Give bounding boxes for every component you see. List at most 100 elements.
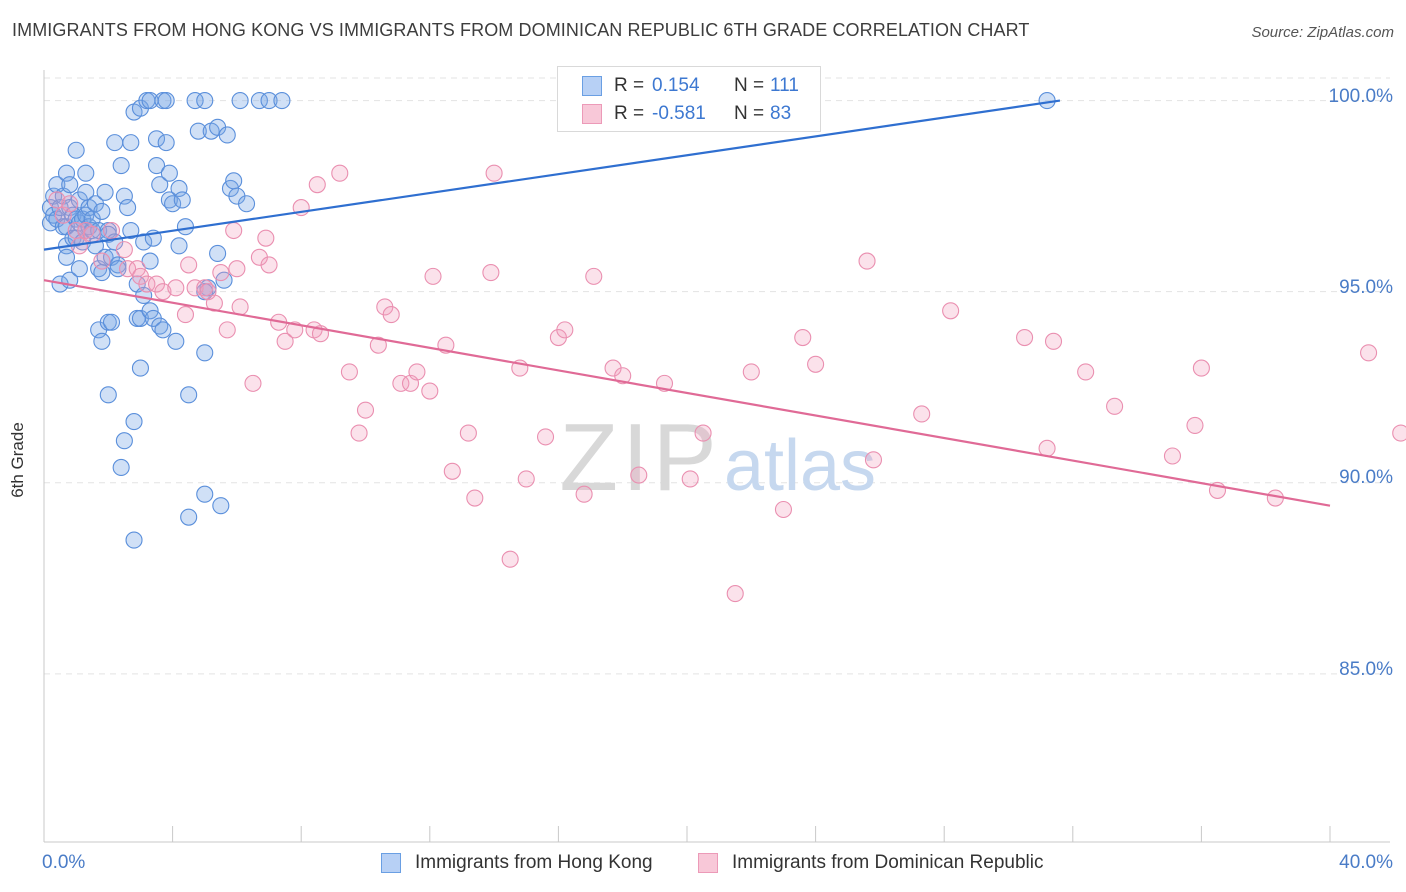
dominican-point [485,164,503,182]
hong-kong-point [231,92,249,110]
hong-kong-point [186,92,204,110]
dominican-point [459,424,477,442]
dominican-point [350,424,368,442]
legend-swatch-pink [582,104,602,124]
dominican-point [93,252,111,270]
dominican-point [1192,359,1210,377]
hong-kong-point [209,244,227,262]
hong-kong-point [167,332,185,350]
dominican-point [218,321,236,339]
dominican-point [212,264,230,282]
dominican-point [369,336,387,354]
legend-row-hong-kong: R = 0.154 N = 111 [582,73,799,99]
hong-kong-point [157,92,175,110]
hong-kong-point [106,134,124,152]
dominican-point [742,363,760,381]
y-tick-label: 100.0% [1328,86,1393,107]
dominican-point [726,585,744,603]
hong-kong-point [102,313,121,331]
dominican-point [864,451,883,469]
dominican-trend-line [43,279,1331,507]
dominican-point [1044,332,1063,350]
legend-n-label: N = [734,103,765,124]
hong-kong-point [70,260,88,278]
hong-kong-point [154,321,172,339]
dominican-point [482,264,500,282]
legend-swatch-blue [381,853,401,873]
hong-kong-point [160,164,178,182]
hong-kong-point [109,260,127,278]
dominican-point [575,485,593,503]
watermark-atlas: atlas [724,426,876,506]
dominican-point [308,176,326,194]
dominican-point [392,374,410,392]
hong-kong-point [115,432,133,450]
dominican-point [154,283,172,301]
hong-kong-point [109,256,127,274]
series-hong-kong-points [41,92,1056,549]
hong-kong-point [96,183,114,201]
trend-lines [43,99,1331,507]
legend-item-dominican: Immigrants from Dominican Republic [698,852,1044,874]
hong-kong-point [164,195,182,213]
hong-kong-point [122,134,140,152]
hong-kong-point [196,485,214,503]
hong-kong-point [273,92,291,110]
hong-kong-point [180,508,198,526]
dominican-point [138,275,156,293]
legend-r-value: -0.581 [652,103,706,124]
legend-label: Immigrants from Hong Kong [415,852,653,873]
dominican-point [1038,439,1056,457]
dominican-point [942,302,960,320]
hong-kong-point [147,130,166,148]
dominican-point [424,267,442,285]
hong-kong-point [218,126,236,144]
hong-kong-point [173,191,191,209]
dominican-point [614,367,632,385]
hong-kong-point [147,156,166,175]
dominican-point [1016,328,1034,347]
dominican-point [501,550,519,568]
hong-kong-trend-line [43,99,1061,251]
dominican-point [1106,397,1124,415]
hong-kong-point [67,141,85,159]
dominican-point [858,252,876,270]
legend-r-label: R = [614,103,645,124]
hong-kong-point [225,172,243,190]
hong-kong-point [196,344,214,362]
legend-item-hong-kong: Immigrants from Hong Kong [381,852,653,874]
dominican-point [276,332,294,350]
axes [43,70,1390,843]
dominican-point [1360,344,1378,362]
dominican-point [115,241,133,259]
hong-kong-point [176,218,195,236]
correlation-legend: R = 0.154 N = 111 R = -0.581 N = 83 [557,66,821,132]
hong-kong-point [141,252,159,270]
chart-title: IMMIGRANTS FROM HONG KONG VS IMMIGRANTS … [12,20,1030,40]
dominican-point [694,424,712,442]
series-dominican-points [48,164,1406,603]
legend-swatch-blue [582,76,602,96]
hong-kong-point [122,221,140,240]
dominican-point [466,489,484,507]
hong-kong-point [189,122,207,140]
dominican-point [681,470,699,488]
hong-kong-point [131,359,149,377]
x-tick-label-min: 0.0% [42,852,86,873]
dominican-point [180,256,198,274]
hong-kong-point [250,92,268,110]
dominican-point [340,363,358,381]
hong-kong-point [212,497,230,515]
gridlines [44,77,1390,675]
dominican-point [167,279,185,297]
dominican-point [83,225,101,243]
dominican-point [807,355,825,373]
dominican-point [186,279,204,297]
dominican-point [331,164,349,182]
legend-n-value: 83 [770,103,792,124]
dominican-point [225,221,243,240]
x-tick-label-max: 40.0% [1339,852,1393,873]
hong-kong-point [61,176,79,194]
legend-label: Immigrants from Dominican Republic [732,852,1044,873]
